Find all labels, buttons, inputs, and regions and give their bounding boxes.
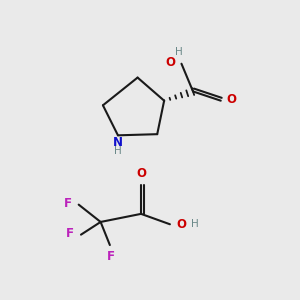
Text: O: O [227,93,237,106]
Text: H: H [191,219,199,229]
Text: H: H [175,47,183,57]
Text: F: F [107,250,115,262]
Text: O: O [136,167,146,180]
Text: N: N [113,136,123,149]
Text: O: O [176,218,186,231]
Text: H: H [114,146,122,156]
Text: F: F [64,197,72,210]
Text: O: O [165,56,175,69]
Text: F: F [66,227,74,240]
